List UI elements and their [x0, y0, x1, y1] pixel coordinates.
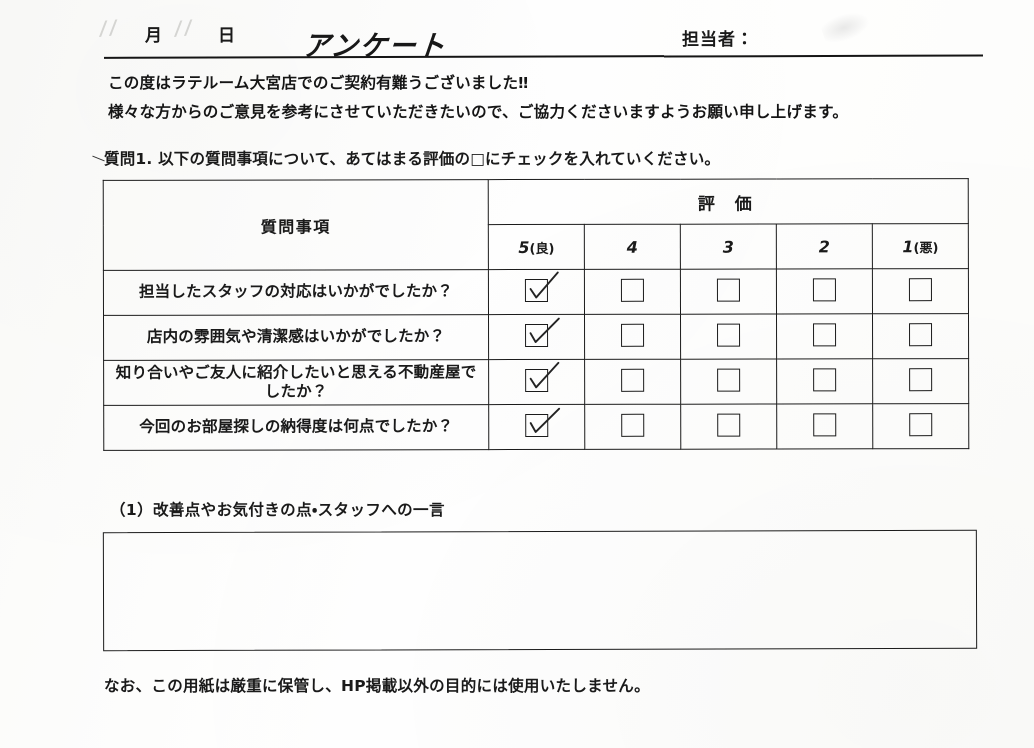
- checkmark-icon: [521, 266, 563, 308]
- table-row: 店内の雰囲気や清潔感はいかがでしたか？: [103, 313, 969, 361]
- header-score-3: 3: [680, 223, 777, 270]
- stray-pen-mark: [92, 155, 105, 162]
- rating-table-body: 担当したスタッフの対応はいかがでしたか？: [103, 268, 969, 451]
- checkbox-q4-s3[interactable]: [717, 413, 741, 437]
- header-score-5: 5(良): [488, 224, 585, 270]
- checkmark-icon: [522, 311, 563, 352]
- scan-smudge-mark: [819, 7, 873, 47]
- checkbox-q3-s4[interactable]: [621, 368, 645, 392]
- checkbox-q1-s5[interactable]: [524, 270, 559, 302]
- header-evaluation: 評 価: [488, 178, 969, 225]
- rating-cell-q2-s5[interactable]: [488, 314, 585, 360]
- header-score-1: 1(悪): [872, 223, 969, 269]
- header-score-4-number: 4: [626, 237, 638, 257]
- checkbox-q4-s5[interactable]: [525, 407, 561, 437]
- rating-cell-q4-s1[interactable]: [872, 403, 969, 449]
- page-header: // 月 // 日 アンケート 担当者：: [0, 0, 1034, 64]
- rating-cell-q3-s2[interactable]: [776, 358, 873, 404]
- comment-input-box[interactable]: [102, 529, 978, 652]
- question1-prompt: 質問1. 以下の質問事項について、あてはまる評価の□にチェックを入れていください…: [104, 150, 721, 168]
- rating-cell-q2-s1[interactable]: [872, 313, 969, 359]
- header-score-1-paren: (悪): [913, 240, 939, 256]
- checkbox-q1-s3[interactable]: [716, 278, 740, 302]
- header-rule-right: [663, 54, 984, 58]
- header-score-5-paren: (良): [529, 241, 555, 257]
- question-text-1: 担当したスタッフの対応はいかがでしたか？: [103, 269, 489, 316]
- question-text-3: 知り合いやご友人に紹介したいと思える不動産屋で したか？: [103, 359, 489, 406]
- header-score-1-number: 1: [902, 236, 914, 256]
- header-score-4: 4: [584, 224, 681, 270]
- rating-cell-q1-s2[interactable]: [776, 268, 873, 314]
- question-text-3-tail: したか？: [264, 382, 328, 401]
- rating-cell-q1-s3[interactable]: [680, 268, 777, 315]
- rating-cell-q3-s3[interactable]: [680, 358, 777, 405]
- intro-line-thanks: この度はラテルーム大宮店でのご契約有難うございました‼: [108, 74, 529, 92]
- rating-cell-q2-s3[interactable]: [680, 313, 777, 360]
- table-row: 担当したスタッフの対応はいかがでしたか？: [103, 268, 969, 316]
- rating-cell-q3-s4[interactable]: [584, 359, 681, 405]
- checkbox-q3-s5[interactable]: [525, 361, 560, 392]
- question-text-4: 今回のお部屋探しの納得度は何点でしたか？: [103, 404, 489, 451]
- header-score-2-number: 2: [818, 236, 830, 256]
- checkbox-q4-s1[interactable]: [909, 412, 933, 436]
- checkbox-q2-s5[interactable]: [525, 317, 560, 347]
- checkbox-q1-s2[interactable]: [812, 277, 836, 301]
- table-row: 今回のお部屋探しの納得度は何点でしたか？: [103, 403, 969, 451]
- staff-in-charge-label: 担当者：: [682, 30, 754, 50]
- checkbox-q1-s1[interactable]: [908, 277, 932, 301]
- question-text-3-main: 知り合いやご友人に紹介したいと思える不動産屋で: [115, 362, 477, 382]
- question-text-1-main: 担当したスタッフの対応はいかがでしたか？: [138, 282, 453, 302]
- rating-cell-q4-s2[interactable]: [776, 403, 873, 449]
- checkbox-q1-s4[interactable]: [620, 278, 644, 302]
- rating-cell-q3-s5[interactable]: [488, 359, 585, 405]
- date-month-handwritten-value: //: [98, 16, 121, 40]
- checkbox-q3-s1[interactable]: [909, 367, 933, 391]
- table-row: 知り合いやご友人に紹介したいと思える不動産屋で したか？: [103, 358, 969, 406]
- header-question-items: 質問事項: [103, 179, 489, 271]
- rating-cell-q1-s1[interactable]: [872, 268, 969, 314]
- date-day-handwritten-value: //: [173, 16, 196, 40]
- date-day-label: 日: [218, 26, 236, 46]
- checkmark-icon: [522, 401, 563, 442]
- rating-cell-q1-s5[interactable]: [488, 269, 585, 315]
- header-score-5-number: 5: [518, 237, 530, 257]
- rating-cell-q3-s1[interactable]: [872, 358, 969, 404]
- checkmark-icon: [522, 356, 563, 397]
- header-score-3-number: 3: [722, 237, 734, 257]
- header-score-2: 2: [776, 223, 873, 269]
- checkbox-q3-s3[interactable]: [717, 368, 741, 392]
- comment-section-label: （1）改善点やお気付きの点・スタッフへの一言: [110, 501, 445, 519]
- rating-cell-q2-s4[interactable]: [584, 314, 681, 360]
- table-header-row-top: 質問事項 評 価: [103, 178, 969, 271]
- checkbox-q3-s2[interactable]: [813, 367, 837, 391]
- rating-cell-q4-s3[interactable]: [680, 403, 777, 450]
- date-month-label: 月: [145, 26, 163, 46]
- question-text-2: 店内の雰囲気や清潔感はいかがでしたか？: [103, 314, 489, 361]
- rating-cell-q1-s4[interactable]: [584, 269, 681, 315]
- rating-table: 質問事項 評 価 5(良) 4 3 2 1(悪): [103, 178, 970, 451]
- checkbox-q4-s4[interactable]: [621, 413, 645, 437]
- checkbox-q2-s2[interactable]: [813, 322, 837, 346]
- footer-privacy-note: なお、この用紙は厳重に保管し、HP掲載以外の目的には使用いたしません。: [104, 677, 650, 695]
- checkbox-q2-s3[interactable]: [717, 323, 741, 347]
- rating-cell-q2-s2[interactable]: [776, 313, 873, 359]
- question-text-4-main: 今回のお部屋探しの納得度は何点でしたか？: [139, 417, 454, 437]
- checkbox-q2-s4[interactable]: [621, 323, 645, 347]
- rating-cell-q4-s4[interactable]: [584, 404, 681, 450]
- intro-line-request: 様々な方からのご意見を参考にさせていただきたいので、ご協力くださいますようお願い…: [108, 103, 849, 121]
- checkbox-q2-s1[interactable]: [909, 322, 933, 346]
- checkbox-q4-s2[interactable]: [813, 412, 837, 436]
- rating-cell-q4-s5[interactable]: [488, 404, 585, 450]
- question-text-2-main: 店内の雰囲気や清潔感はいかがでしたか？: [146, 327, 446, 347]
